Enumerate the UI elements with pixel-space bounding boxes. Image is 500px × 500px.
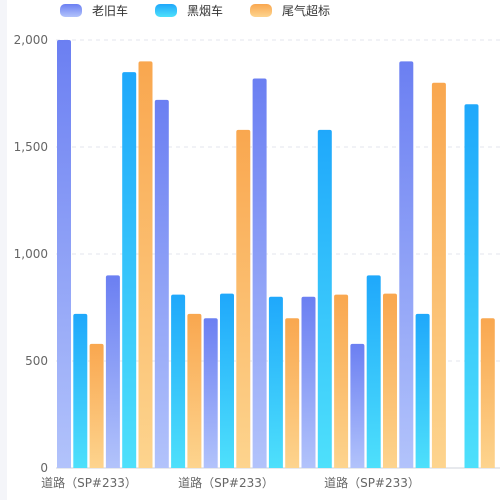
y-tick-label: 2,000 (14, 33, 48, 47)
legend-swatch (60, 4, 82, 17)
legend-item[interactable]: 尾气超标 (250, 3, 330, 18)
legend-item[interactable]: 老旧车 (60, 3, 128, 18)
bar-exhaust-exceed (89, 343, 104, 468)
y-tick-label: 500 (25, 354, 48, 368)
bar-exhaust-exceed (480, 318, 495, 468)
bar-old-vehicle (105, 275, 120, 468)
bar-exhaust-exceed (236, 129, 251, 468)
bar-exhaust-exceed (187, 313, 202, 468)
bar-exhaust-exceed (138, 61, 153, 469)
bar-exhaust-exceed (285, 318, 300, 468)
bar-black-smoke (366, 275, 381, 468)
bar-black-smoke (317, 129, 332, 468)
legend-item[interactable]: 黑烟车 (155, 3, 223, 18)
bars (57, 40, 495, 469)
legend-label: 老旧车 (92, 3, 128, 18)
x-tick-label: 道路（SP#233） (41, 475, 137, 490)
bar-black-smoke (268, 296, 283, 468)
bar-old-vehicle (154, 99, 169, 469)
bar-old-vehicle (57, 40, 71, 468)
bar-old-vehicle (350, 343, 365, 468)
legend: 老旧车 黑烟车 尾气超标 (60, 3, 330, 18)
bar-exhaust-exceed (431, 82, 446, 469)
y-axis-ticks: 0 500 1,000 1,500 2,000 (14, 33, 48, 475)
bar-black-smoke (220, 293, 234, 468)
bar-black-smoke (415, 313, 430, 468)
y-tick-label: 0 (40, 461, 48, 475)
bar-old-vehicle (301, 296, 316, 468)
bar-black-smoke (171, 294, 186, 468)
y-tick-label: 1,000 (14, 247, 48, 261)
x-tick-label: 道路（SP#233） (178, 475, 274, 490)
bar-black-smoke (464, 104, 479, 468)
x-axis-ticks: 道路（SP#233） 道路（SP#233） 道路（SP#233） (41, 475, 420, 490)
legend-label: 黑烟车 (187, 3, 223, 18)
y-tick-label: 1,500 (14, 140, 48, 154)
bar-old-vehicle (203, 318, 218, 468)
bar-exhaust-exceed (334, 294, 349, 468)
bar-black-smoke (122, 72, 137, 468)
x-tick-label: 道路（SP#233） (324, 475, 420, 490)
left-edge-strip (0, 0, 7, 500)
bar-exhaust-exceed (383, 293, 397, 468)
bar-old-vehicle (399, 61, 414, 469)
legend-swatch (155, 4, 177, 17)
legend-swatch (250, 4, 272, 17)
legend-label: 尾气超标 (282, 3, 330, 18)
bar-black-smoke (73, 313, 88, 468)
bar-old-vehicle (252, 78, 267, 469)
